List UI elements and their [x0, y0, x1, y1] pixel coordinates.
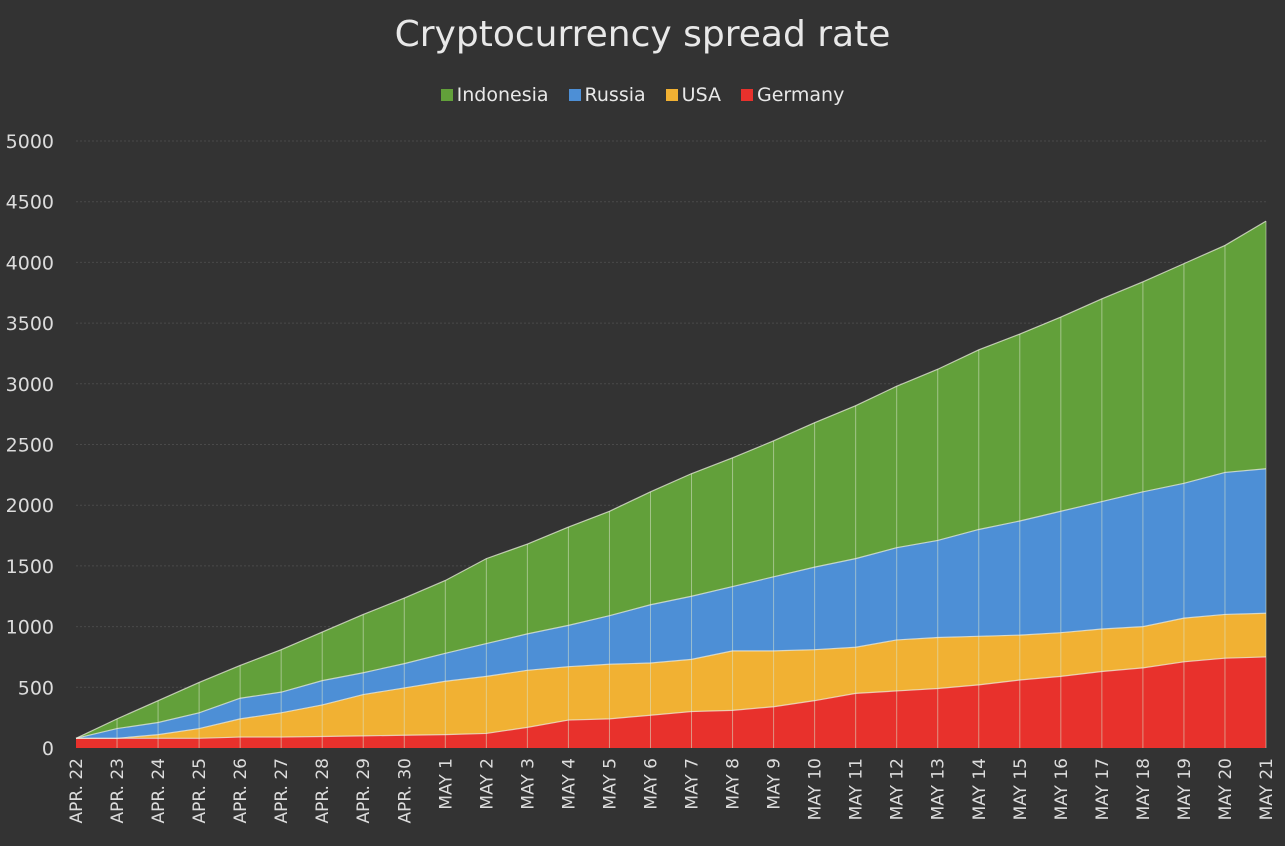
area-indonesia: [76, 221, 1266, 739]
x-tick-label: MAY 18: [1134, 758, 1154, 820]
x-tick-label: MAY 19: [1175, 758, 1195, 820]
x-tick-label: MAY 20: [1216, 758, 1236, 820]
x-tick-label: MAY 3: [518, 758, 538, 810]
legend-item-germany[interactable]: Germany: [741, 84, 844, 106]
x-tick-label: MAY 13: [929, 758, 949, 820]
x-tick-label: MAY 7: [683, 758, 703, 810]
x-tick-label: MAY 6: [641, 758, 661, 810]
boundary-usa: [76, 612, 1267, 739]
legend-label-usa: USA: [681, 84, 721, 106]
boundary-germany: [76, 656, 1267, 739]
x-tick-label: MAY 14: [970, 758, 990, 820]
y-tick-label: 5000: [6, 131, 54, 153]
x-tick-label: MAY 10: [806, 758, 826, 820]
x-tick-label: MAY 5: [600, 758, 620, 810]
x-tick-label: MAY 12: [888, 758, 908, 820]
x-tick-label: MAY 16: [1052, 758, 1072, 820]
y-tick-label: 500: [18, 677, 54, 699]
x-tick-label: APR. 30: [395, 758, 415, 824]
y-tick-label: 4500: [6, 192, 54, 214]
x-tick-label: APR. 22: [67, 758, 87, 824]
x-tick-label: APR. 23: [108, 758, 128, 824]
legend-item-russia[interactable]: Russia: [568, 84, 646, 106]
x-tick-label: MAY 17: [1093, 758, 1113, 820]
area-series: [76, 221, 1266, 748]
x-tick-label: APR. 28: [313, 758, 333, 824]
chart-title: Cryptocurrency spread rate: [394, 14, 891, 55]
y-tick-label: 3500: [6, 313, 54, 335]
legend-swatch-indonesia: [440, 89, 453, 101]
x-tick-label: MAY 2: [477, 758, 497, 810]
y-tick-label: 1500: [6, 556, 54, 578]
y-axis-ticks: 0 500 1000 1500 2000 2500 3000 3500 4000 4500 5000: [6, 131, 54, 760]
x-tick-label: MAY 15: [1011, 758, 1031, 820]
chart-legend: Indonesia Russia USA Germany: [0, 84, 1285, 106]
y-tick-label: 4000: [6, 252, 54, 274]
x-tick-label: MAY 4: [559, 758, 579, 810]
x-tick-label: APR. 26: [231, 758, 251, 824]
legend-label-germany: Germany: [757, 84, 845, 106]
x-tick-label: MAY 8: [724, 758, 744, 810]
x-tick-label: APR. 29: [354, 758, 374, 824]
legend-item-indonesia[interactable]: Indonesia: [440, 84, 549, 106]
y-tick-label: 0: [42, 738, 54, 760]
x-tick-label: APR. 24: [149, 758, 169, 824]
y-tick-label: 2000: [6, 495, 54, 517]
legend-swatch-germany: [741, 89, 753, 101]
date-dividers: [75, 220, 1267, 748]
area-germany: [76, 656, 1266, 748]
x-tick-label: APR. 25: [190, 758, 210, 824]
x-tick-label: APR. 27: [272, 758, 292, 824]
x-tick-label: MAY 1: [436, 758, 456, 810]
y-tick-label: 2500: [6, 435, 54, 457]
x-tick-label: MAY 9: [765, 758, 785, 810]
area-usa: [76, 613, 1266, 739]
y-tick-label: 3000: [6, 374, 54, 396]
legend-label-russia: Russia: [584, 84, 646, 106]
x-tick-label: MAY 21: [1257, 758, 1277, 820]
legend-item-usa[interactable]: USA: [665, 84, 721, 106]
x-axis-ticks: APR. 22 APR. 23 APR. 24 APR. 25 APR. 26 APR. …: [67, 758, 1277, 824]
boundary-russia: [75, 468, 1267, 739]
legend-swatch-usa: [665, 89, 678, 101]
y-tick-label: 1000: [6, 617, 54, 639]
boundary-indonesia: [75, 220, 1267, 739]
legend-label-indonesia: Indonesia: [456, 84, 549, 106]
x-tick-label: MAY 11: [847, 758, 867, 820]
legend-swatch-russia: [568, 89, 581, 101]
